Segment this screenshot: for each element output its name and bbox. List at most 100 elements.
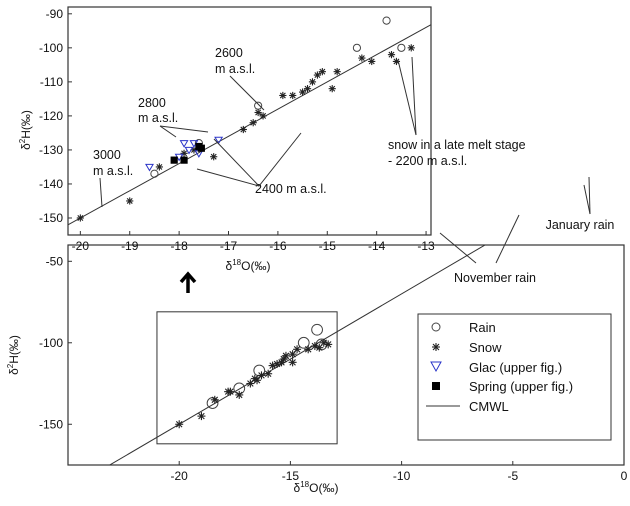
legend-snow-label: Snow bbox=[469, 340, 502, 355]
main-point-snow-21 bbox=[324, 340, 333, 349]
main-x-tick-label: -10 bbox=[393, 469, 411, 483]
legend-item-cmwl: CMWL bbox=[426, 399, 509, 414]
november-leaders bbox=[439, 214, 520, 264]
inset-point-spring-0 bbox=[170, 156, 178, 164]
leader-snowlate-b bbox=[411, 56, 417, 136]
inset-point-snow-9 bbox=[289, 91, 297, 100]
inset-point-snow-5 bbox=[239, 125, 247, 134]
main-x-axis-label: δ18O(‰) bbox=[294, 480, 339, 495]
label-2800: 2800 m a.s.l. bbox=[138, 96, 178, 125]
january-leader-2 bbox=[588, 176, 591, 215]
main-ticks: -20 -15 -10 -5 0-50-100-150 bbox=[39, 254, 628, 483]
inset-point-spring-3 bbox=[197, 144, 205, 152]
inset-y-tick-label: -120 bbox=[39, 109, 63, 123]
inset-point-snow-0 bbox=[76, 214, 84, 222]
leader-snowlate-a bbox=[397, 59, 417, 136]
leader-2600 bbox=[229, 75, 265, 111]
inset-point-snow-11 bbox=[303, 85, 312, 93]
inset-ticks: -20 -19 -18 -17 -16 -15 -14 -13 -90 -100 -110 -120 -… bbox=[39, 7, 435, 253]
inset-region-box bbox=[156, 311, 338, 445]
inset-point-snow-1 bbox=[126, 197, 134, 205]
main-x-axis-delta: δ bbox=[294, 481, 301, 495]
inset-point-spring-1 bbox=[180, 156, 188, 164]
main-clip-group bbox=[108, 245, 598, 465]
inset-point-glac-5 bbox=[214, 136, 224, 145]
january-leaders bbox=[583, 176, 591, 215]
inset-point-snow-12 bbox=[308, 78, 317, 86]
main-plot: -20 -15 -10 -5 0-50-100-150 δ18O(‰) δ2H(‰) N… bbox=[6, 176, 628, 495]
inset-point-snow-8 bbox=[279, 91, 287, 100]
inset-point-snow-16 bbox=[333, 68, 341, 76]
inset-x-tick-label: -19 bbox=[121, 239, 139, 253]
november-rain-label: November rain bbox=[454, 271, 536, 285]
inset-x-tick-label: -20 bbox=[72, 239, 90, 253]
inset-y-tick-label: -100 bbox=[39, 41, 63, 55]
inset-x-tick-label: -16 bbox=[269, 239, 287, 253]
inset-point-snow-23 bbox=[254, 108, 262, 117]
main-point-snow-17 bbox=[304, 345, 313, 354]
main-x-tick-label: 0 bbox=[621, 469, 628, 483]
main-x-axis-sup: 18 bbox=[300, 480, 309, 489]
inset-y-tick-label: -140 bbox=[39, 177, 63, 191]
main-point-snow-7 bbox=[257, 371, 266, 380]
main-point-rain-1 bbox=[297, 336, 310, 349]
inset-leaders bbox=[99, 56, 417, 208]
leader-2800-b bbox=[159, 125, 209, 133]
main-x-tick-label: -5 bbox=[507, 469, 518, 483]
label-2600: 2600 m a.s.l. bbox=[215, 46, 255, 76]
main-x-tick-label: -20 bbox=[171, 469, 189, 483]
january-leader-1 bbox=[583, 184, 591, 215]
inset-point-glac-3 bbox=[184, 146, 194, 155]
main-y-tick-label: -50 bbox=[46, 254, 64, 268]
inset-point-snow-6 bbox=[249, 119, 257, 127]
label-snow-late-line2: - 2200 m a.s.l. bbox=[388, 154, 467, 168]
leader-2800-a bbox=[159, 125, 177, 138]
legend-glac-label: Glac (upper fig.) bbox=[469, 360, 562, 375]
inset-point-snow-14 bbox=[318, 68, 326, 76]
main-y-axis-label: δ2H(‰) bbox=[6, 335, 21, 375]
inset-series-snow bbox=[76, 44, 415, 222]
main-cmwl-line bbox=[108, 245, 486, 465]
inset-x-tick-label: -15 bbox=[319, 239, 337, 253]
inset-point-snow-18 bbox=[368, 57, 376, 66]
label-2600-line1: 2600 bbox=[215, 46, 243, 60]
main-point-snow-0 bbox=[175, 420, 184, 429]
inset-point-glac-0 bbox=[145, 163, 154, 172]
legend-snow-marker bbox=[432, 343, 440, 351]
main-y-tick-label: -150 bbox=[39, 417, 63, 431]
inset-x-tick-label: -13 bbox=[417, 239, 435, 253]
legend-box bbox=[417, 313, 612, 441]
inset-cmwl-line bbox=[68, 24, 431, 226]
inset-point-snow-10 bbox=[298, 88, 307, 96]
inset-series-spring-upper-fig- bbox=[170, 142, 205, 164]
november-leader-2 bbox=[495, 214, 520, 264]
inset-point-snow-13 bbox=[313, 71, 322, 79]
legend-item-glac: Glac (upper fig.) bbox=[430, 360, 562, 375]
inset-plot: -20 -19 -18 -17 -16 -15 -14 -13 -90 -100 -110 -120 -… bbox=[18, 6, 526, 273]
label-2600-line2: m a.s.l. bbox=[215, 62, 255, 76]
legend-glac-marker bbox=[430, 361, 442, 373]
legend: Rain Snow Glac (upper fig.) Spring (uppe… bbox=[417, 313, 612, 441]
inset-x-tick-label: -18 bbox=[170, 239, 188, 253]
main-point-snow-1 bbox=[197, 412, 206, 421]
january-rain-label: January rain bbox=[546, 218, 615, 232]
inset-point-snow-2 bbox=[155, 163, 163, 171]
label-2400: 2400 m a.s.l. bbox=[255, 182, 327, 196]
inset-y-axis-label: δ2H(‰) bbox=[18, 110, 33, 150]
main-x-axis-rest: O(‰) bbox=[309, 481, 338, 495]
legend-spring-label: Spring (upper fig.) bbox=[469, 379, 573, 394]
label-3000: 3000 m a.s.l. bbox=[93, 148, 133, 178]
up-arrow-icon bbox=[179, 271, 197, 293]
main-series-snow bbox=[175, 338, 333, 429]
leader-2400-b bbox=[213, 138, 260, 187]
legend-item-rain: Rain bbox=[431, 320, 496, 335]
label-3000-line1: 3000 bbox=[93, 148, 121, 162]
inset-y-tick-label: -130 bbox=[39, 143, 63, 157]
label-2800-line1: 2800 bbox=[138, 96, 166, 110]
inset-y-tick-label: -110 bbox=[40, 75, 63, 89]
main-point-snow-15 bbox=[288, 358, 297, 367]
main-point-snow-16 bbox=[293, 345, 302, 354]
main-point-snow-4 bbox=[235, 390, 244, 399]
inset-point-snow-15 bbox=[328, 85, 336, 93]
